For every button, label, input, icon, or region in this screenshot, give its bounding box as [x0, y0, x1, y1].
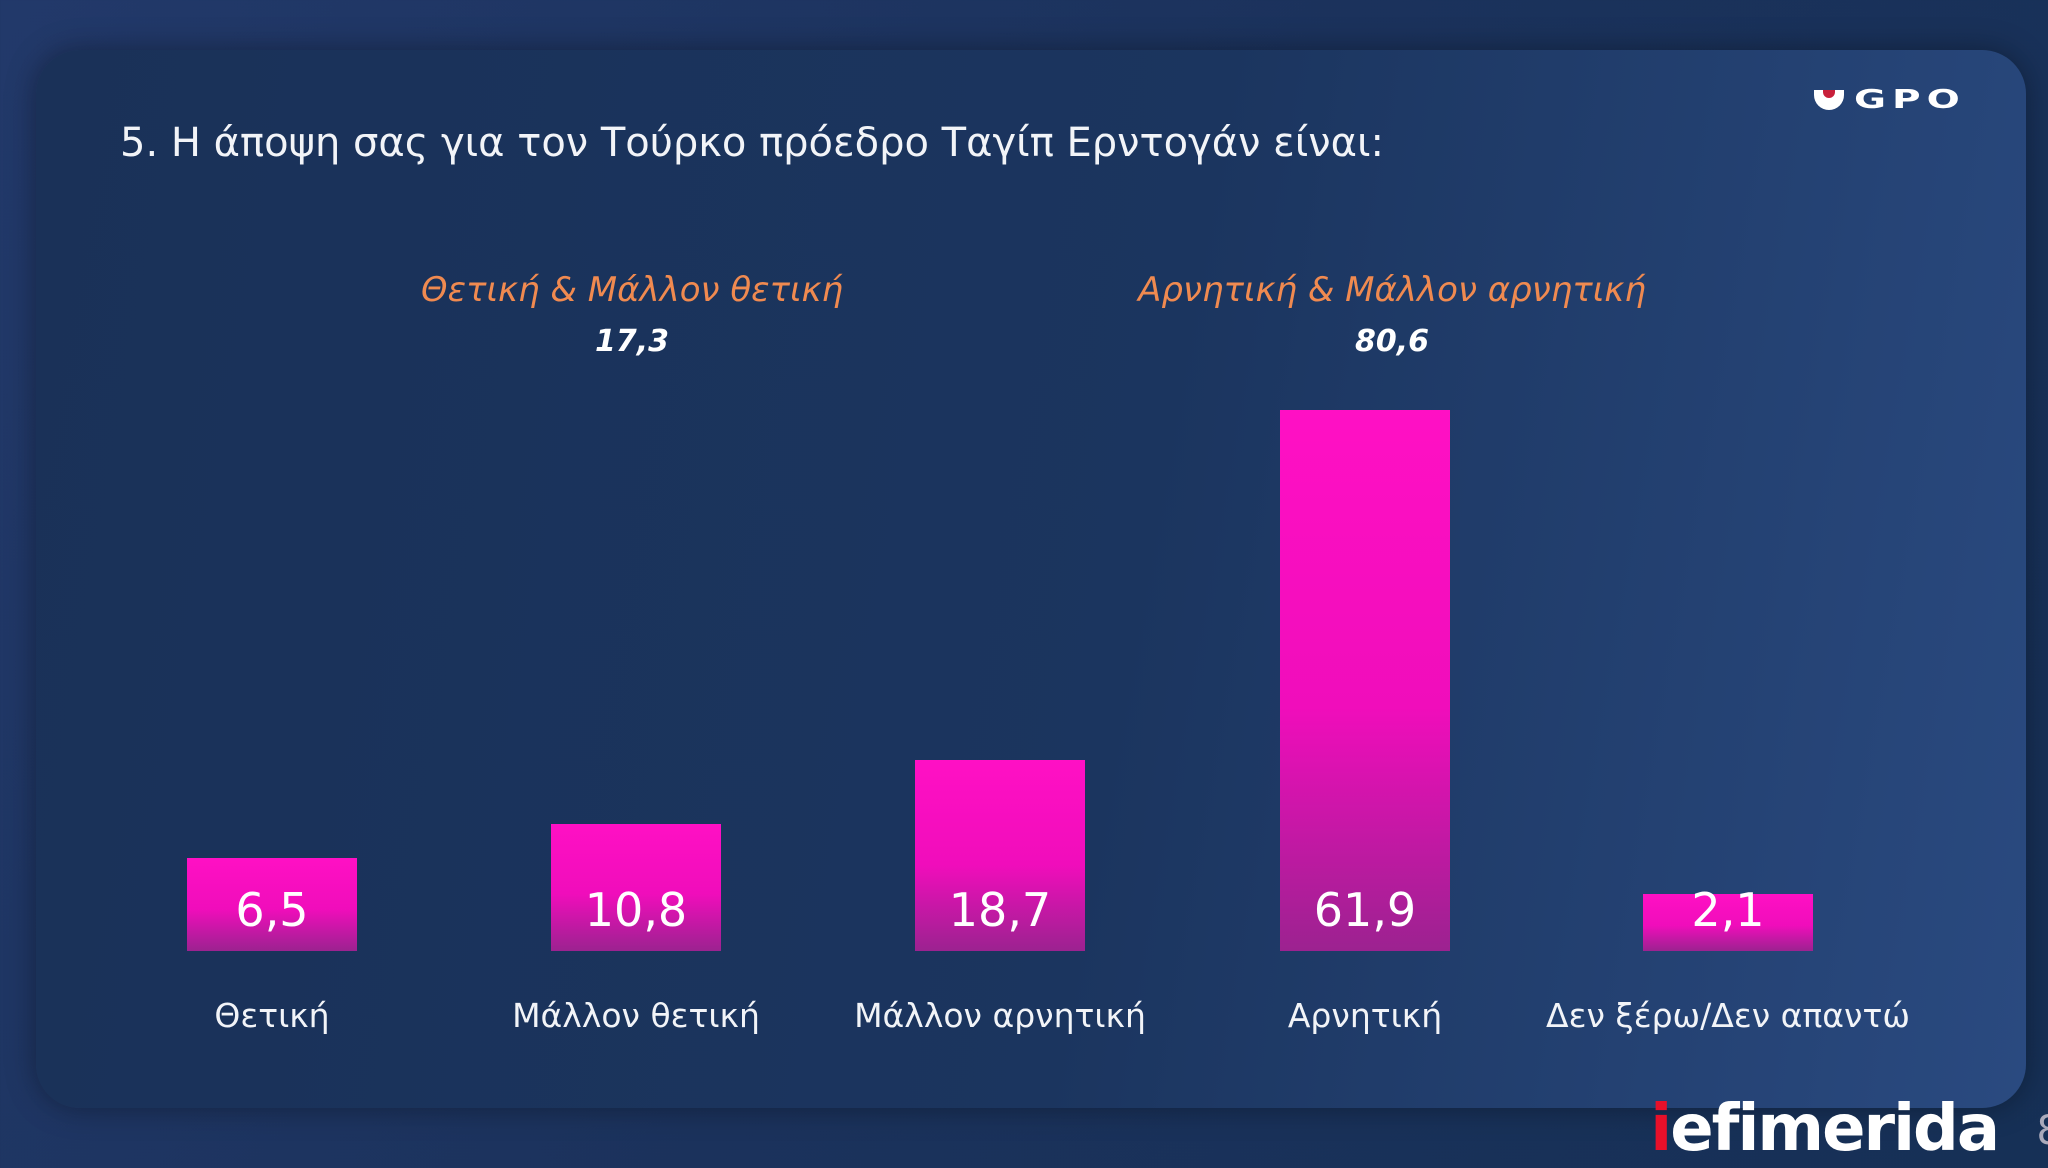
category-label: Θετική: [214, 996, 330, 1035]
bar-value-label: 10,8: [584, 882, 688, 937]
iefimerida-logo: iefimerida: [1650, 1092, 2000, 1166]
bar-4: 2,1: [1643, 883, 1813, 951]
category-label: Μάλλον θετική: [512, 996, 760, 1035]
bar-3: 61,9: [1280, 409, 1450, 951]
group-negative: Αρνητική & Μάλλον αρνητική 80,6: [1092, 270, 1692, 359]
gpo-logo: GPO: [1813, 85, 1989, 115]
group-label: Αρνητική & Μάλλον αρνητική: [1138, 270, 1646, 310]
chart-title: 5. Η άποψη σας για τον Τούρκο πρόεδρο Τα…: [120, 120, 1385, 166]
group-positive: Θετική & Μάλλον θετική 17,3: [332, 270, 932, 359]
group-label: Θετική & Μάλλον θετική: [420, 270, 844, 310]
gpo-logo-icon: [1813, 90, 1844, 110]
bar-value-label: 61,9: [1313, 882, 1417, 937]
group-value: 80,6: [1354, 324, 1430, 359]
bar-value-label: 2,1: [1691, 882, 1765, 937]
page-number: 8: [2037, 1108, 2048, 1154]
bar-value-label: 6,5: [235, 882, 309, 937]
category-label: Δεν ξέρω/Δεν απαντώ: [1546, 996, 1910, 1035]
bar-0: 6,5: [187, 858, 357, 951]
bar-2: 18,7: [915, 759, 1085, 951]
category-label: Αρνητική: [1287, 996, 1443, 1035]
group-value: 17,3: [594, 324, 670, 359]
category-label: Μάλλον αρνητική: [854, 996, 1146, 1035]
bar-value-label: 18,7: [948, 882, 1052, 937]
bar-1: 10,8: [551, 823, 721, 951]
